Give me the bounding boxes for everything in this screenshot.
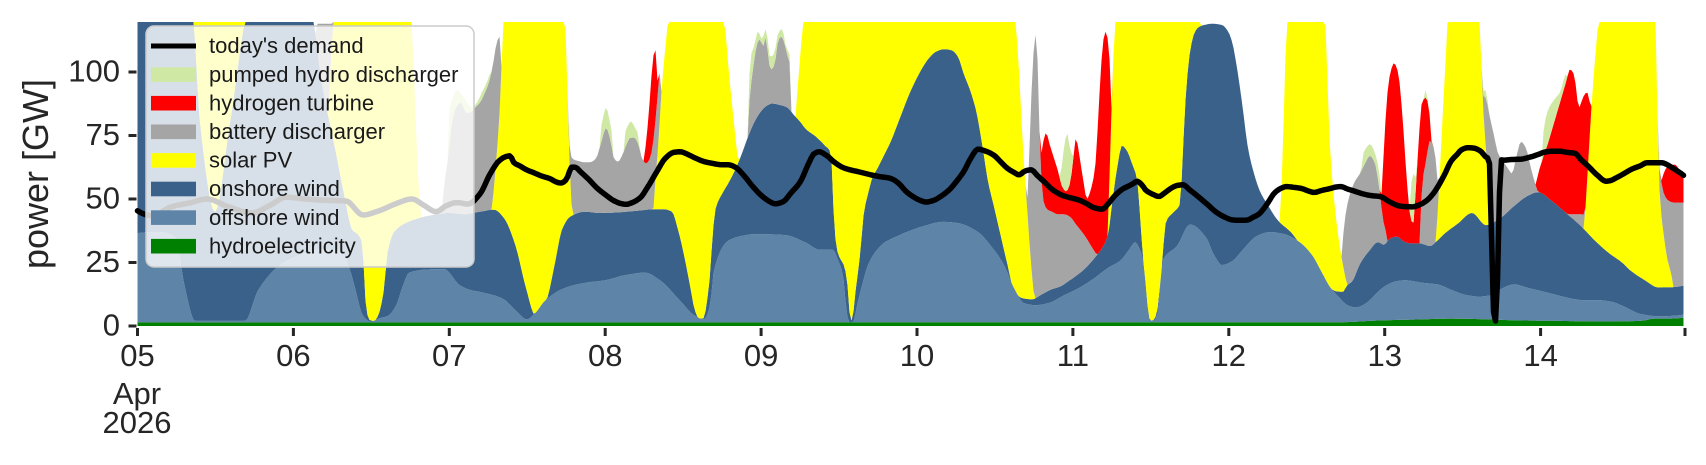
svg-text:13: 13 <box>1367 338 1401 373</box>
svg-text:onshore wind: onshore wind <box>209 176 340 201</box>
svg-text:25: 25 <box>86 244 120 279</box>
svg-text:2026: 2026 <box>103 405 172 440</box>
svg-text:today's demand: today's demand <box>209 33 364 58</box>
svg-text:14: 14 <box>1523 338 1557 373</box>
svg-text:75: 75 <box>86 117 120 152</box>
svg-text:12: 12 <box>1212 338 1246 373</box>
svg-text:offshore wind: offshore wind <box>209 205 339 230</box>
svg-text:08: 08 <box>588 338 622 373</box>
svg-text:battery discharger: battery discharger <box>209 119 385 144</box>
svg-text:50: 50 <box>86 181 120 216</box>
svg-text:solar PV: solar PV <box>209 148 292 173</box>
svg-text:05: 05 <box>120 338 154 373</box>
svg-text:06: 06 <box>276 338 310 373</box>
svg-text:Apr: Apr <box>113 376 161 411</box>
svg-text:0: 0 <box>103 308 120 343</box>
svg-text:07: 07 <box>432 338 466 373</box>
svg-text:09: 09 <box>744 338 778 373</box>
svg-text:10: 10 <box>900 338 934 373</box>
svg-text:pumped hydro discharger: pumped hydro discharger <box>209 62 458 87</box>
svg-text:100: 100 <box>68 54 120 89</box>
svg-text:hydrogen turbine: hydrogen turbine <box>209 90 374 115</box>
svg-text:power [GW]: power [GW] <box>15 79 56 269</box>
svg-text:11: 11 <box>1057 338 1089 373</box>
svg-text:hydroelectricity: hydroelectricity <box>209 233 356 258</box>
